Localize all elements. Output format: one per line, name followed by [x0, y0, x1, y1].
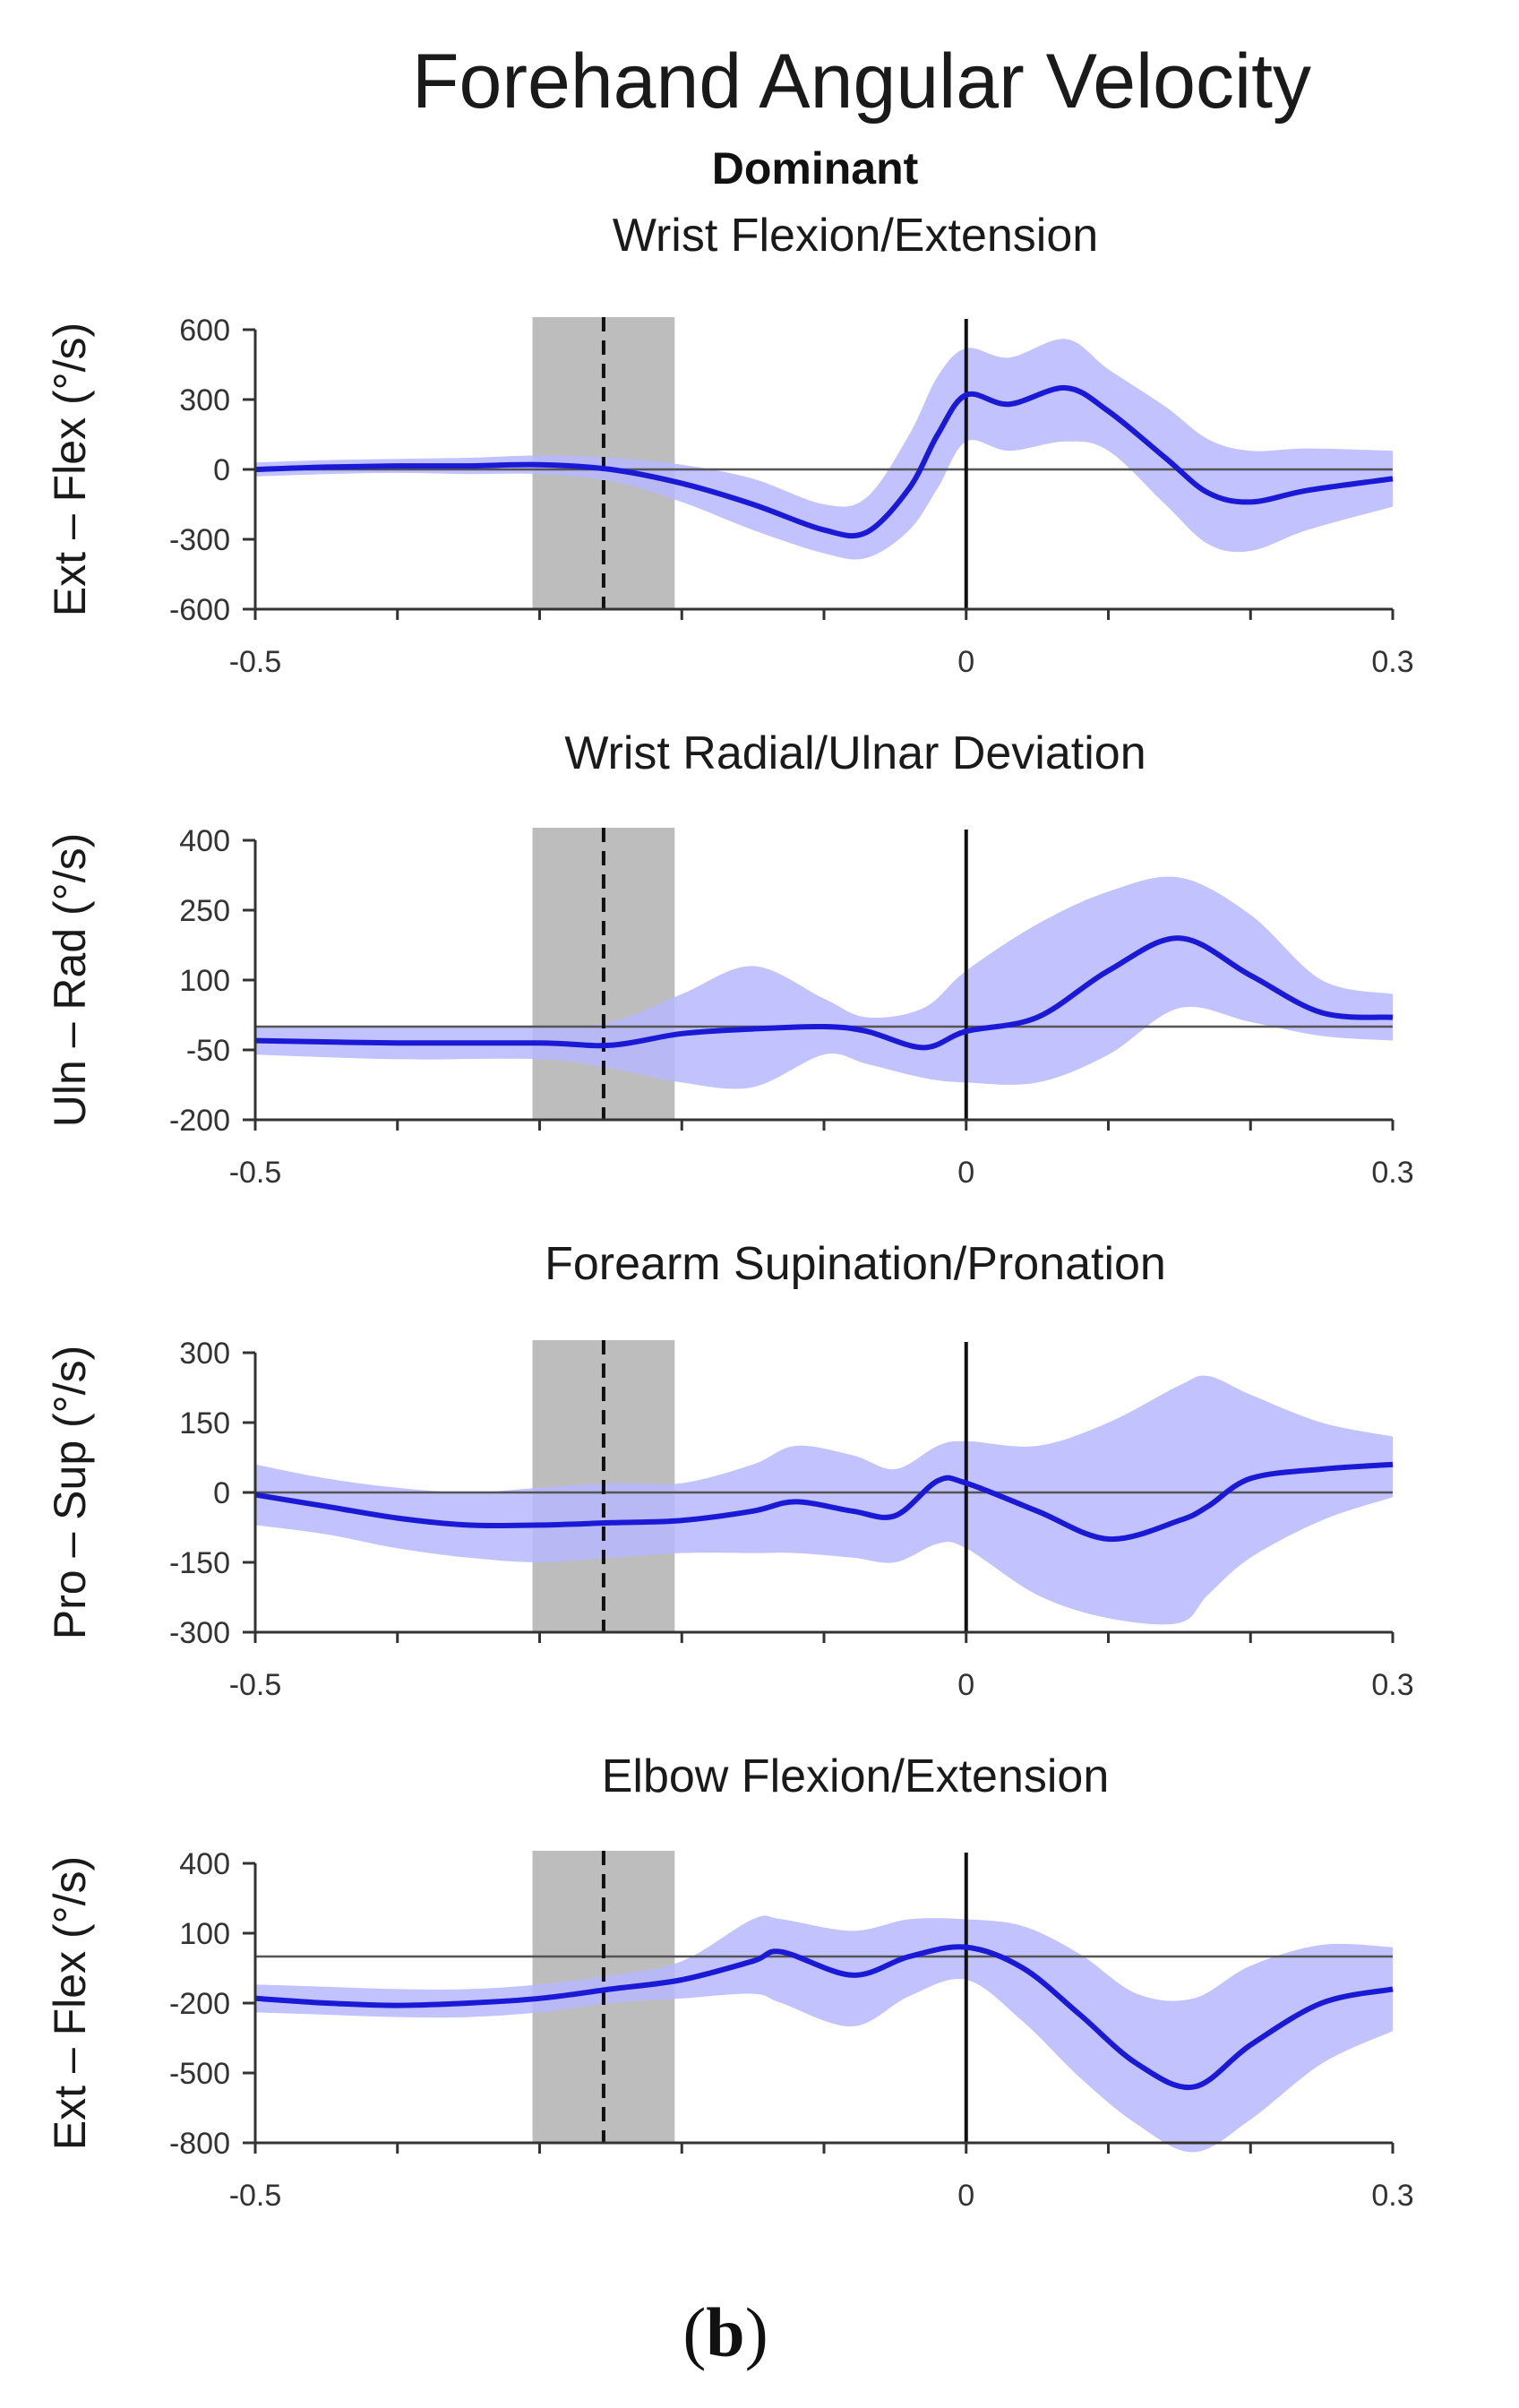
sd-band: [255, 876, 1393, 1089]
figure-title: Forehand Angular Velocity: [412, 39, 1311, 125]
panel-3: Forearm Supination/Pronation 300 150 0 -150 -…: [45, 1238, 1414, 1702]
x-tick-label: -0.5: [229, 1156, 282, 1190]
panel-title: Wrist Radial/Ulnar Deviation: [564, 727, 1146, 779]
y-tick-label: 400: [179, 824, 230, 858]
y-tick-label: 600: [179, 314, 230, 348]
caption-close: ): [745, 2293, 768, 2371]
y-tick-label: 300: [179, 383, 230, 417]
y-tick-label: -150: [169, 1546, 230, 1580]
y-tick-label: -600: [169, 593, 230, 627]
panel-4: Elbow Flexion/Extension 400 100 -200 -500 -80…: [45, 1750, 1414, 2213]
x-tick-label: 0: [957, 645, 974, 679]
y-tick-label: -300: [169, 1616, 230, 1650]
y-tick-label: -50: [186, 1034, 230, 1068]
panel-title: Wrist Flexion/Extension: [613, 210, 1098, 262]
x-tick-label: 0.3: [1371, 1668, 1413, 1702]
caption-open: (: [682, 2293, 706, 2371]
x-tick-label: 0.3: [1371, 645, 1413, 679]
x-tick-label: 0.3: [1371, 1156, 1413, 1190]
y-tick-label: 0: [213, 1476, 230, 1510]
x-tick-label: -0.5: [229, 2179, 282, 2213]
panel-1: Wrist Flexion/Extension 600 300 0 -300 -600 -0…: [45, 210, 1414, 679]
mean-line: [254, 1461, 1394, 1543]
x-tick-label: 0: [957, 1668, 974, 1702]
y-tick-label: -200: [169, 1104, 230, 1138]
panel-title: Forearm Supination/Pronation: [545, 1238, 1166, 1290]
y-axis-label: Ext – Flex (°/s): [45, 1856, 95, 2150]
figure-caption: (b): [682, 2293, 768, 2371]
sd-band: [255, 339, 1393, 560]
panel-2: Wrist Radial/Ulnar Deviation 400 250 100 -50…: [45, 727, 1414, 1190]
y-tick-label: -800: [169, 2127, 230, 2161]
y-axis-label: Uln – Rad (°/s): [45, 833, 95, 1127]
panel-title: Elbow Flexion/Extension: [602, 1750, 1110, 1802]
x-tick-label: -0.5: [229, 1668, 282, 1702]
sd-band: [255, 1915, 1393, 2153]
x-tick-label: 0.3: [1371, 2179, 1413, 2213]
y-tick-label: -500: [169, 2057, 230, 2091]
y-tick-label: 100: [179, 1917, 230, 1951]
mean-line: [254, 935, 1394, 1051]
sd-band: [255, 1375, 1393, 1625]
caption-letter: b: [706, 2293, 744, 2371]
y-tick-label: 150: [179, 1406, 230, 1440]
y-tick-label: 0: [213, 453, 230, 487]
panels-group: Wrist Flexion/Extension 600 300 0 -300 -600 -0…: [45, 210, 1414, 2213]
x-tick-label: 0: [957, 1156, 974, 1190]
y-tick-label: -300: [169, 523, 230, 557]
figure-subtitle: Dominant: [712, 143, 919, 194]
y-axis-label: Ext – Flex (°/s): [45, 322, 95, 616]
x-tick-label: 0: [957, 2179, 974, 2213]
x-tick-label: -0.5: [229, 645, 282, 679]
mean-line: [254, 384, 1394, 539]
y-axis-label: Pro – Sup (°/s): [45, 1346, 95, 1639]
y-tick-label: 400: [179, 1847, 230, 1881]
y-tick-label: 100: [179, 964, 230, 998]
mean-line: [254, 1944, 1394, 2091]
y-tick-label: -200: [169, 1987, 230, 2021]
y-tick-label: 250: [179, 894, 230, 928]
y-tick-label: 300: [179, 1337, 230, 1371]
